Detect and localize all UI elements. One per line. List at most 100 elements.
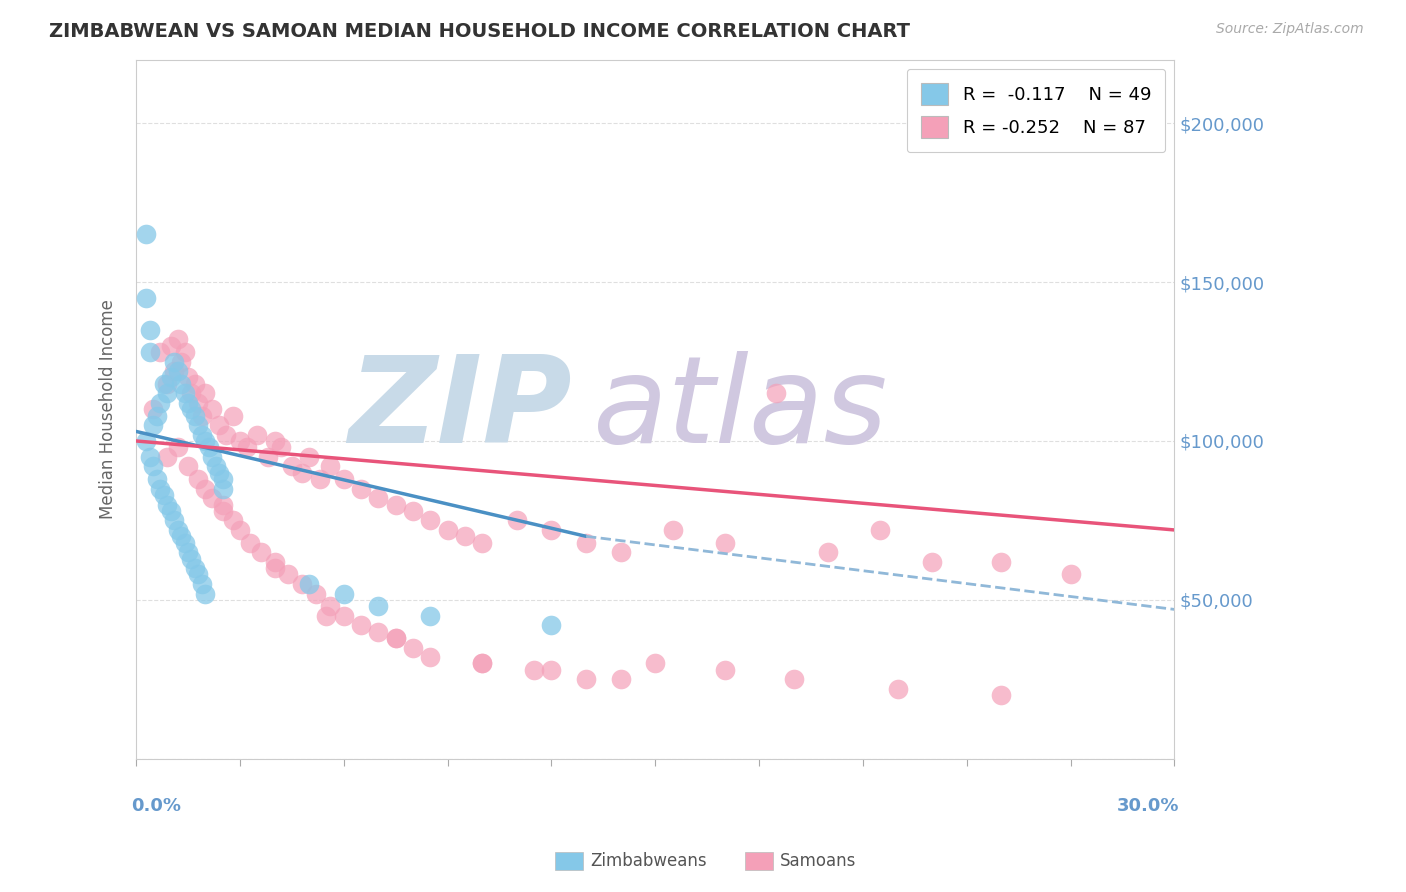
Point — [402, 504, 425, 518]
Point — [153, 488, 176, 502]
Point — [170, 376, 193, 391]
Point — [661, 523, 683, 537]
Point — [173, 386, 195, 401]
Point — [187, 472, 209, 486]
Point — [194, 586, 217, 600]
Point — [575, 535, 598, 549]
Point — [142, 459, 165, 474]
Point — [263, 555, 285, 569]
Point — [246, 427, 269, 442]
Point — [156, 498, 179, 512]
Point — [308, 472, 330, 486]
Point — [436, 523, 458, 537]
Point — [239, 535, 262, 549]
Point — [783, 673, 806, 687]
Point — [156, 376, 179, 391]
Point — [215, 427, 238, 442]
Point — [177, 459, 200, 474]
Point — [319, 459, 342, 474]
Point — [540, 663, 562, 677]
Point — [229, 434, 252, 448]
Point — [201, 402, 224, 417]
Point — [149, 482, 172, 496]
Point — [149, 396, 172, 410]
Point — [194, 434, 217, 448]
Point — [194, 482, 217, 496]
Point — [187, 567, 209, 582]
Point — [208, 466, 231, 480]
Point — [166, 440, 188, 454]
Point — [139, 345, 162, 359]
Point — [506, 513, 529, 527]
Point — [990, 688, 1012, 702]
Point — [170, 529, 193, 543]
Point — [419, 650, 441, 665]
Point — [211, 482, 233, 496]
Point — [187, 418, 209, 433]
Point — [765, 386, 787, 401]
Text: 0.0%: 0.0% — [131, 797, 181, 815]
Point — [713, 663, 735, 677]
Point — [256, 450, 278, 464]
Point — [609, 545, 631, 559]
Point — [211, 498, 233, 512]
Point — [270, 440, 292, 454]
Point — [222, 409, 245, 423]
Point — [156, 450, 179, 464]
Point — [298, 450, 321, 464]
Point — [194, 386, 217, 401]
Point — [540, 618, 562, 632]
Point — [319, 599, 342, 614]
Point — [170, 354, 193, 368]
Point — [229, 523, 252, 537]
Point — [135, 434, 157, 448]
Point — [163, 354, 186, 368]
Point — [333, 608, 356, 623]
Point — [191, 427, 214, 442]
Point — [921, 555, 943, 569]
Point — [159, 370, 181, 384]
Point — [177, 545, 200, 559]
Point — [644, 657, 666, 671]
Point — [249, 545, 271, 559]
Point — [201, 491, 224, 505]
Point — [180, 402, 202, 417]
Point — [139, 450, 162, 464]
Y-axis label: Median Household Income: Median Household Income — [100, 299, 117, 519]
Point — [523, 663, 546, 677]
Legend: R =  -0.117    N = 49, R = -0.252    N = 87: R = -0.117 N = 49, R = -0.252 N = 87 — [907, 69, 1166, 153]
Point — [333, 472, 356, 486]
Point — [315, 608, 337, 623]
Text: 30.0%: 30.0% — [1118, 797, 1180, 815]
Point — [609, 673, 631, 687]
Point — [177, 370, 200, 384]
Point — [142, 402, 165, 417]
Point — [159, 338, 181, 352]
Point — [305, 586, 328, 600]
Point — [222, 513, 245, 527]
Point — [166, 523, 188, 537]
Point — [166, 364, 188, 378]
Point — [180, 551, 202, 566]
Point — [142, 418, 165, 433]
Point — [236, 440, 259, 454]
Point — [180, 386, 202, 401]
Point — [211, 504, 233, 518]
Point — [184, 561, 207, 575]
Point — [263, 561, 285, 575]
Point — [191, 409, 214, 423]
Point — [350, 618, 373, 632]
Point — [454, 529, 477, 543]
Text: ZIP: ZIP — [349, 351, 572, 467]
Point — [817, 545, 839, 559]
Point — [191, 577, 214, 591]
Point — [204, 459, 226, 474]
Point — [869, 523, 891, 537]
Point — [135, 227, 157, 242]
Point — [384, 631, 406, 645]
Point — [367, 491, 389, 505]
Point — [291, 466, 314, 480]
Point — [471, 535, 494, 549]
Point — [419, 513, 441, 527]
Text: Source: ZipAtlas.com: Source: ZipAtlas.com — [1216, 22, 1364, 37]
